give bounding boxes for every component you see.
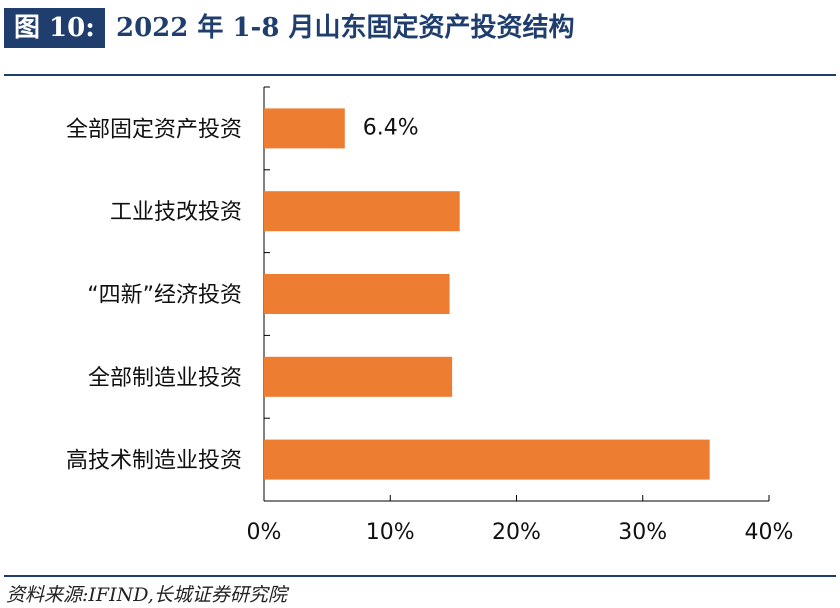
bar — [264, 356, 453, 397]
source-note: 资料来源:IFIND,长城证券研究院 — [6, 584, 287, 606]
x-tick-label: 30% — [618, 520, 667, 545]
category-label: 工业技改投资 — [110, 200, 242, 225]
bottom-divider — [4, 575, 836, 577]
top-divider — [4, 74, 836, 76]
x-tick-label: 10% — [366, 520, 415, 545]
category-label: 高技术制造业投资 — [66, 449, 242, 474]
x-tick-label: 0% — [247, 520, 282, 545]
data-label: 6.4% — [363, 115, 419, 140]
category-label: 全部制造业投资 — [88, 366, 242, 391]
category-label: 全部固定资产投资 — [66, 117, 242, 142]
chart-bars — [264, 108, 710, 480]
bar — [264, 191, 460, 232]
bar — [264, 439, 710, 480]
figure-header: 图 10: 2022 年 1-8 月山东固定资产投资结构 — [0, 0, 840, 58]
x-tick-label: 40% — [745, 520, 794, 545]
chart-labels: 0% 10% 20% 30% 40% 全部固定资产投资 6.4% 工业技改投资 “四新”经济投资… — [66, 115, 793, 545]
bar — [264, 274, 450, 314]
figure-title: 2022 年 1-8 月山东固定资产投资结构 — [116, 13, 575, 43]
category-label: “四新”经济投资 — [87, 283, 242, 308]
x-tick-label: 20% — [492, 520, 541, 545]
bar-chart: 0% 10% 20% 30% 40% 全部固定资产投资 6.4% 工业技改投资 “四新”经济投资… — [66, 86, 793, 545]
figure-label: 图 10: — [4, 8, 105, 48]
bar — [264, 108, 345, 149]
